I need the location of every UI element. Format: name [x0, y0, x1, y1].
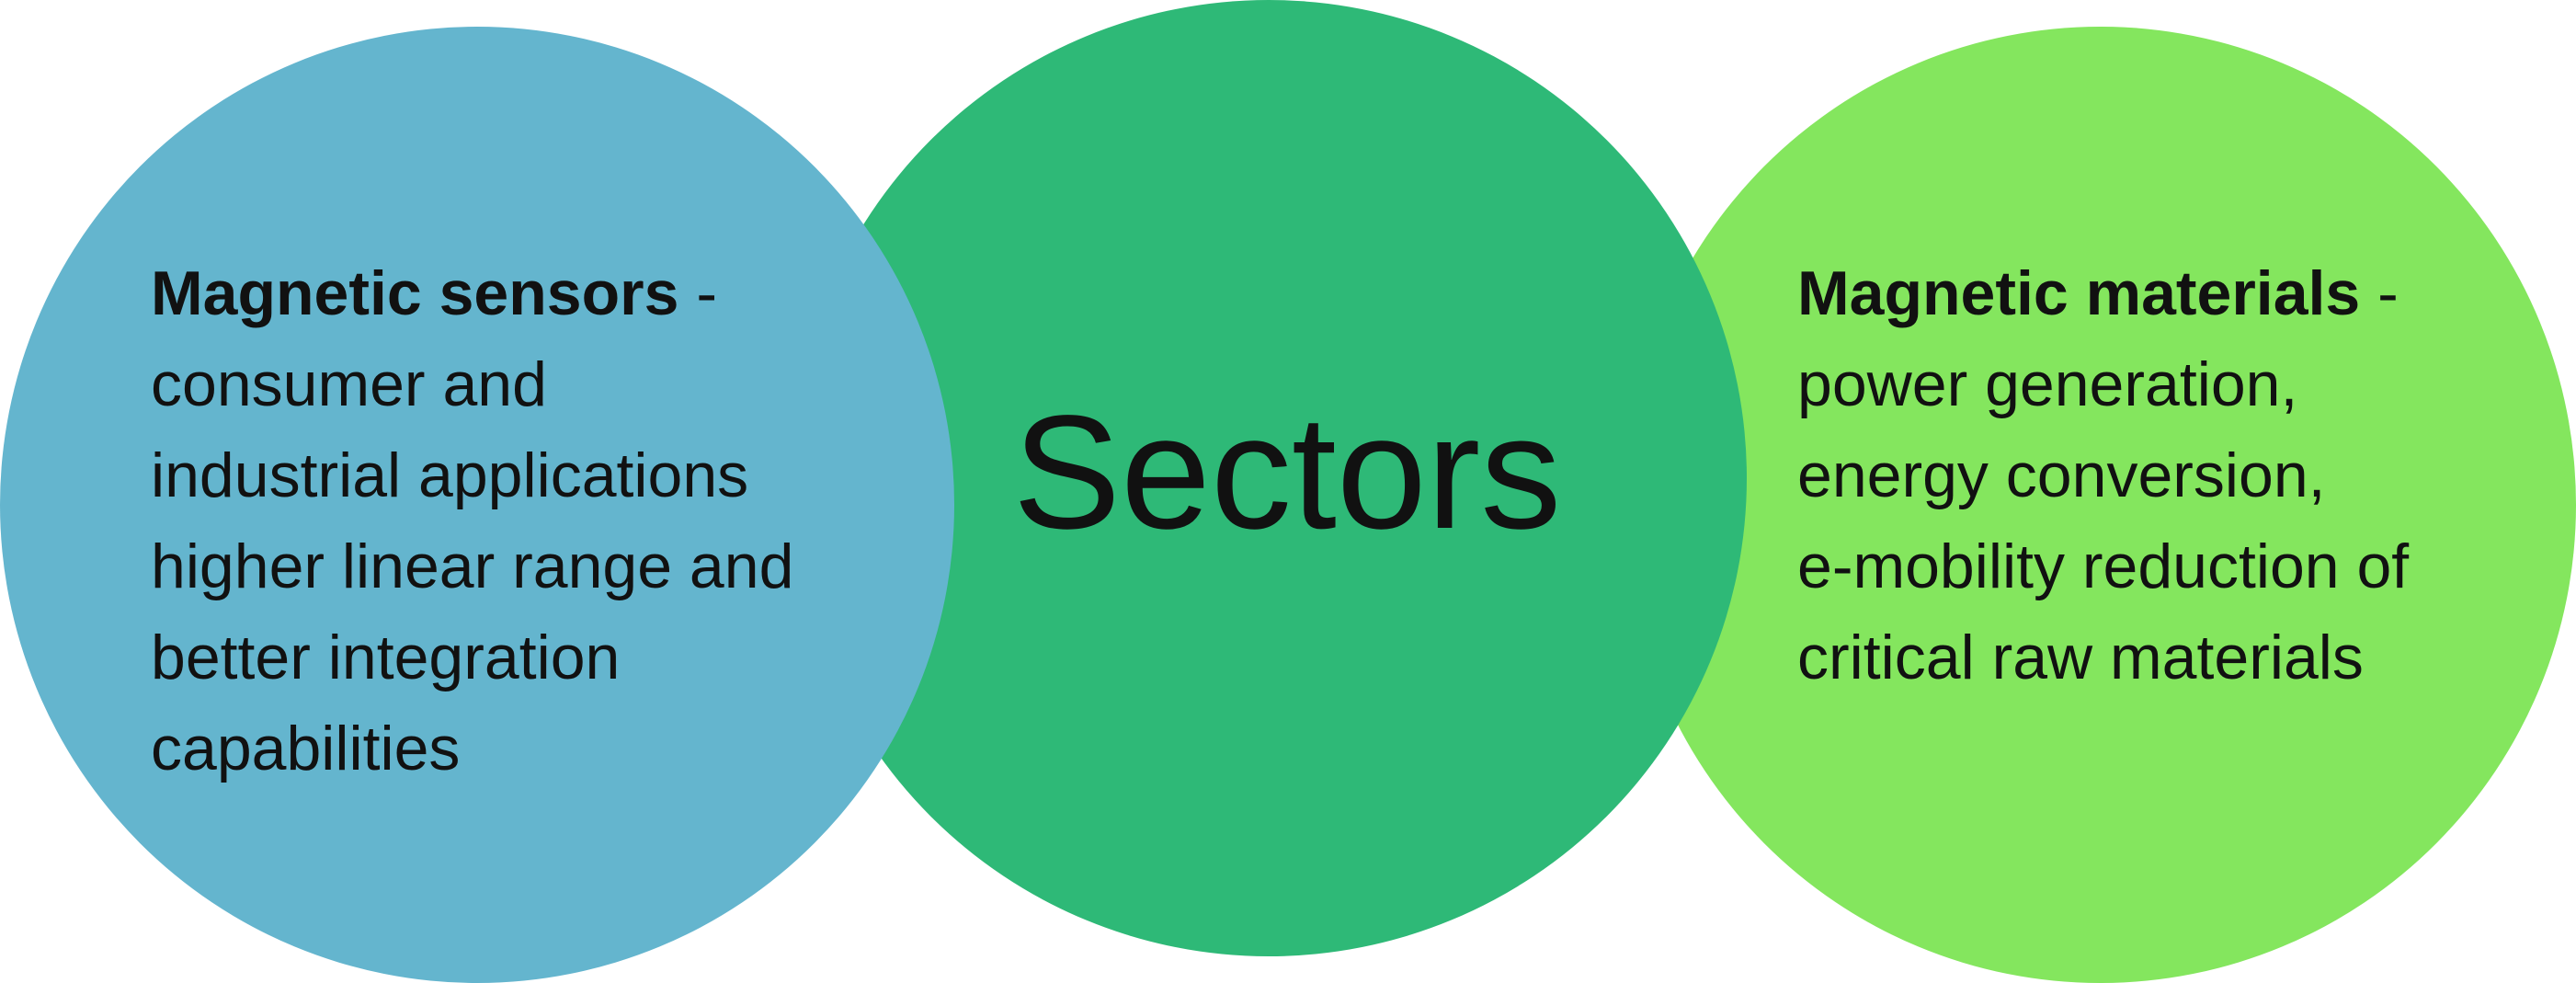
magnetic-materials-line: critical raw materials	[1797, 623, 2364, 692]
magnetic-sensors-heading-line: Magnetic sensors -	[151, 248, 793, 339]
magnetic-materials-line: energy conversion,	[1797, 440, 2326, 510]
magnetic-sensors-circle	[0, 27, 954, 983]
magnetic-sensors-line: higher linear range and	[151, 532, 794, 601]
magnetic-materials-line: power generation,	[1797, 349, 2298, 419]
magnetic-materials-heading-line: Magnetic materials -	[1797, 248, 2409, 339]
magnetic-sensors-line: capabilities	[151, 714, 461, 783]
magnetic-materials-heading: Magnetic materials	[1797, 258, 2361, 328]
magnetic-sensors-line: industrial applications	[151, 440, 749, 510]
magnetic-materials-circle	[1624, 27, 2576, 983]
magnetic-sensors-text: Magnetic sensors - consumer and industri…	[151, 248, 793, 794]
magnetic-materials-line: e-mobility reduction of	[1797, 532, 2410, 601]
sectors-label: Sectors	[1012, 383, 1562, 563]
magnetic-materials-text: Magnetic materials - power generation, e…	[1797, 248, 2409, 703]
magnetic-sensors-line: consumer and	[151, 349, 547, 419]
magnetic-materials-separator: -	[2360, 258, 2399, 328]
magnetic-sensors-separator: -	[678, 258, 717, 328]
magnetic-sensors-line: better integration	[151, 623, 621, 692]
magnetic-sensors-heading: Magnetic sensors	[151, 258, 679, 328]
